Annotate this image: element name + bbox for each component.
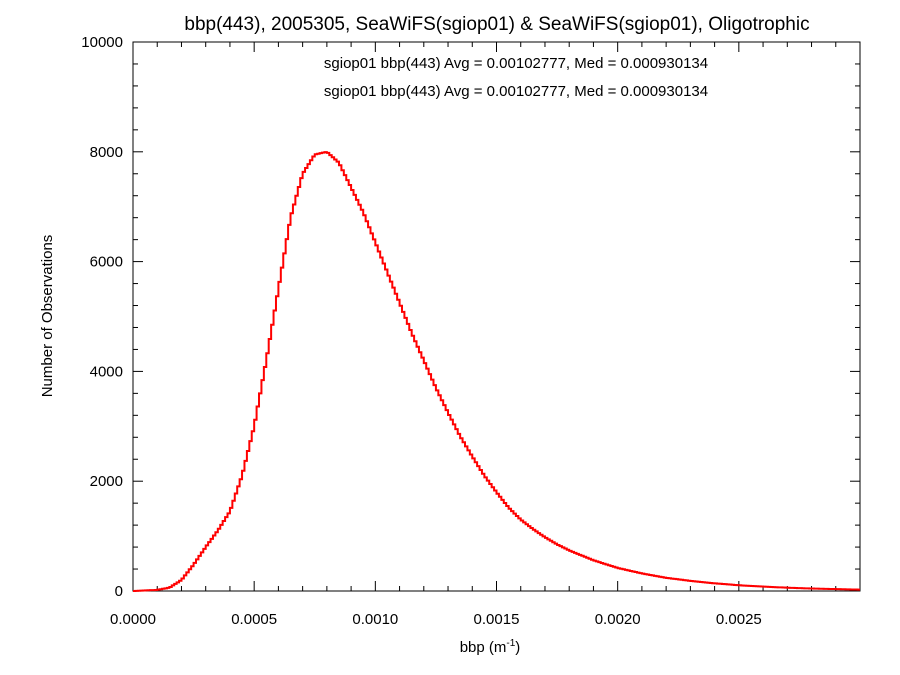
y-tick-labels: 0 2000 4000 6000 8000 10000: [81, 34, 123, 600]
y-tick-label: 2000: [90, 473, 123, 490]
series-layer: [133, 151, 860, 592]
x-tick-label: 0.0000: [110, 611, 156, 628]
chart-title: bbp(443), 2005305, SeaWiFS(sgiop01) & Se…: [184, 14, 809, 35]
x-tick-label: 0.0025: [716, 611, 762, 628]
x-axis-label: bbp (m-1): [460, 638, 521, 656]
y-tick-label: 4000: [90, 363, 123, 380]
axis-ticks: [132, 41, 860, 592]
y-axis-label: Number of Observations: [39, 235, 56, 398]
x-tick-label: 0.0005: [231, 611, 277, 628]
plot-area: [132, 41, 861, 592]
x-tick-label: 0.0015: [474, 611, 520, 628]
legend-entry-red: sgiop01 bbp(443) Avg = 0.00102777, Med =…: [324, 83, 708, 100]
y-tick-label: 6000: [90, 254, 123, 271]
histogram-series-line: [133, 151, 860, 592]
x-tick-label: 0.0010: [352, 611, 398, 628]
y-tick-label: 8000: [90, 144, 123, 161]
plot-frame: [132, 41, 861, 592]
y-tick-label: 10000: [81, 34, 123, 51]
x-axis-label-superscript: -1: [506, 638, 515, 649]
x-tick-label: 0.0020: [595, 611, 641, 628]
y-tick-label: 0: [115, 583, 123, 600]
legend-entry-black: sgiop01 bbp(443) Avg = 0.00102777, Med =…: [324, 55, 708, 72]
x-tick-labels: 0.0000 0.0005 0.0010 0.0015 0.0020 0.0025: [110, 611, 762, 628]
